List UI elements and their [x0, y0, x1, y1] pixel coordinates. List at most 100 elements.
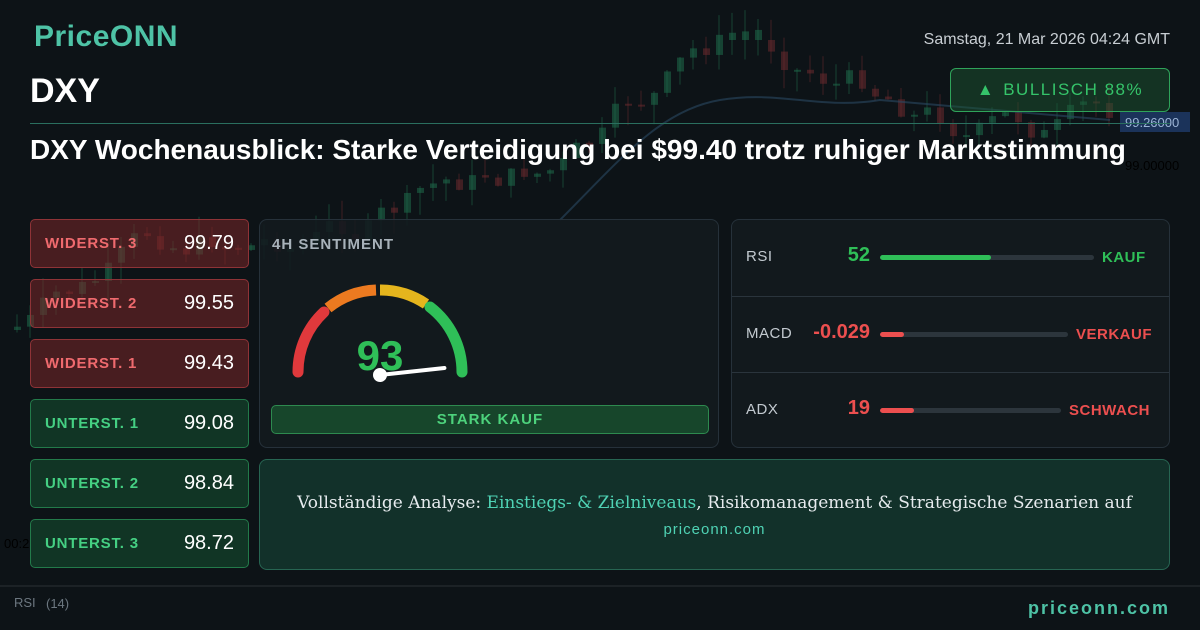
candle-body — [651, 92, 658, 105]
level-label: UNTERST. 1 — [45, 415, 139, 432]
bias-label: BULLISCH 88% — [1003, 80, 1144, 99]
candle-body — [521, 168, 528, 177]
indicator-bar-fill — [880, 408, 915, 413]
timestamp: Samstag, 21 Mar 2026 04:24 GMT — [923, 31, 1170, 48]
level-value: 98.72 — [183, 532, 234, 554]
indicator-name: RSI — [746, 248, 773, 265]
price-label-current: 99.26000 — [1125, 115, 1179, 130]
gauge-arc-green — [424, 301, 468, 378]
full-analysis-banner[interactable]: Vollständige Analyse: Einstiegs- & Zieln… — [259, 459, 1170, 570]
candle-body — [417, 187, 424, 193]
candle-body — [885, 96, 892, 100]
candle-body — [794, 69, 801, 72]
candle-body — [391, 207, 398, 213]
candle-body — [755, 29, 762, 40]
candle-body — [846, 70, 853, 84]
indicator-name: ADX — [746, 401, 779, 418]
candle-body — [1028, 122, 1035, 138]
candle-body — [1054, 119, 1061, 130]
support-2-row: UNTERST. 2 98.84 — [30, 459, 249, 508]
price-label-lower: 99.00000 — [1125, 158, 1179, 173]
candle-body — [690, 48, 697, 58]
support-3-row: UNTERST. 3 98.72 — [30, 519, 249, 568]
candle-body — [729, 32, 736, 40]
candle-body — [1041, 129, 1048, 138]
indicator-value: 52 — [847, 244, 870, 266]
time-axis-label: 00:2 — [4, 536, 29, 551]
level-value: 99.55 — [183, 292, 234, 314]
candle-body — [560, 158, 567, 171]
background-ma-line — [559, 96, 1111, 221]
candle-body — [573, 142, 580, 159]
level-value: 99.08 — [183, 412, 234, 434]
cta-highlight[interactable]: Einstiegs- & Zielniveaus — [486, 493, 697, 513]
level-label: UNTERST. 2 — [45, 475, 139, 492]
candle-body — [625, 103, 632, 106]
indicator-row-rsi: RSI 52 KAUF — [732, 220, 1169, 296]
sentiment-gauge — [292, 284, 468, 382]
candle-body — [703, 48, 710, 55]
candle-body — [105, 262, 112, 282]
headline: DXY Wochenausblick: Starke Verteidigung … — [30, 134, 1126, 165]
brand-logo[interactable]: PriceONN — [34, 20, 179, 53]
indicator-value: 19 — [847, 397, 870, 419]
indicator-value: -0.029 — [813, 321, 870, 343]
indicator-signal: KAUF — [1102, 249, 1146, 266]
resistance-1-row: WIDERST. 1 99.43 — [30, 339, 249, 388]
indicator-bar — [880, 408, 1061, 413]
candle-body — [898, 99, 905, 117]
candle-body — [495, 177, 502, 186]
gauge-pivot — [373, 368, 387, 382]
indicator-bar-fill — [880, 255, 992, 260]
candle-body — [937, 107, 944, 124]
sentiment-title: 4H SENTIMENT — [272, 236, 395, 253]
candle-body — [443, 179, 450, 184]
candle-body — [859, 70, 866, 89]
indicators-panel: RSI 52 KAUF MACD -0.029 VERKAUF ADX 19 S… — [731, 219, 1170, 448]
candle-body — [14, 326, 21, 330]
candle-body — [781, 51, 788, 71]
candle-body — [742, 31, 749, 40]
level-label: WIDERST. 2 — [45, 295, 138, 312]
gauge-arc-orange — [324, 284, 377, 313]
candle-body — [820, 73, 827, 84]
key-levels-list: WIDERST. 3 99.79 WIDERST. 2 99.55 WIDERS… — [30, 219, 249, 579]
candle-body — [378, 207, 385, 221]
level-value: 99.43 — [183, 352, 234, 374]
candle-body — [989, 116, 996, 123]
cta-link[interactable]: priceonn.com — [663, 521, 766, 538]
footer-url[interactable]: priceonn.com — [1027, 598, 1170, 618]
gauge-arc-yellow — [379, 284, 430, 309]
candle-body — [976, 122, 983, 136]
candle-body — [911, 114, 918, 117]
candle-body — [612, 103, 619, 128]
header-divider — [30, 123, 1170, 124]
level-value: 98.84 — [183, 472, 234, 494]
candle-body — [1106, 102, 1113, 118]
candle-body — [716, 34, 723, 55]
rsi-pane-label: RSI — [14, 595, 36, 610]
triangle-up-icon: ▲ — [976, 80, 996, 99]
candle-body — [586, 142, 593, 145]
candle-body — [508, 168, 515, 186]
sentiment-score: 93 — [356, 332, 404, 379]
candle-body — [469, 175, 476, 190]
cta-suffix: , Risikomanagement & Strategische Szenar… — [696, 493, 1132, 513]
indicator-signal: SCHWACH — [1069, 402, 1150, 419]
resistance-3-row: WIDERST. 3 99.79 — [30, 219, 249, 268]
bias-badge: ▲ BULLISCH 88% — [950, 68, 1170, 112]
candle-body — [547, 170, 554, 174]
support-1-row: UNTERST. 1 99.08 — [30, 399, 249, 448]
candle-body — [599, 127, 606, 144]
candle-body — [534, 173, 541, 177]
rsi-pane-period: (14) — [46, 596, 69, 611]
gauge-arc-red — [292, 306, 330, 378]
indicator-signal: VERKAUF — [1076, 326, 1153, 343]
level-value: 99.79 — [183, 232, 234, 254]
candle-body — [664, 71, 671, 93]
cta-prefix: Vollständige Analyse: — [297, 493, 487, 513]
asset-symbol: DXY — [30, 72, 100, 110]
candle-body — [638, 104, 645, 107]
level-label: WIDERST. 3 — [45, 235, 138, 252]
sentiment-panel: 4H SENTIMENT 93 STARK KAUF — [259, 219, 719, 448]
